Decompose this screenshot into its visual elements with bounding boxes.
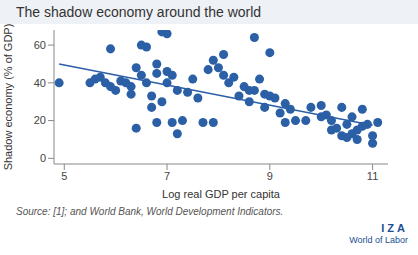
html-text:World of Labor: World of Labor [349, 235, 408, 245]
svg-text:9: 9 [267, 170, 273, 182]
html-text:IZA: IZA [381, 222, 408, 234]
svg-text:40: 40 [34, 77, 46, 89]
svg-text:Log real GDP per capita: Log real GDP per capita [162, 188, 281, 200]
svg-text:0: 0 [40, 152, 46, 164]
svg-text:5: 5 [61, 170, 67, 182]
html-text:Source: [1]; and World Bank, W: Source: [1]; and World Bank, World Devel… [16, 206, 284, 217]
svg-text:7: 7 [164, 170, 170, 182]
svg-text:20: 20 [34, 114, 46, 126]
svg-text:Shadow economy (% of GDP): Shadow economy (% of GDP) [8, 24, 14, 170]
svg-text:11: 11 [367, 170, 378, 182]
html-text:The shadow economy around the: The shadow economy around the world [16, 4, 262, 20]
svg-text:60: 60 [34, 39, 46, 51]
